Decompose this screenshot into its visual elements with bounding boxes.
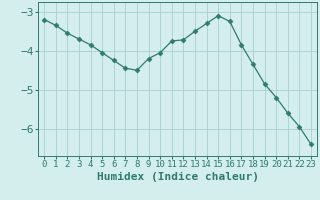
X-axis label: Humidex (Indice chaleur): Humidex (Indice chaleur) [97,172,259,182]
